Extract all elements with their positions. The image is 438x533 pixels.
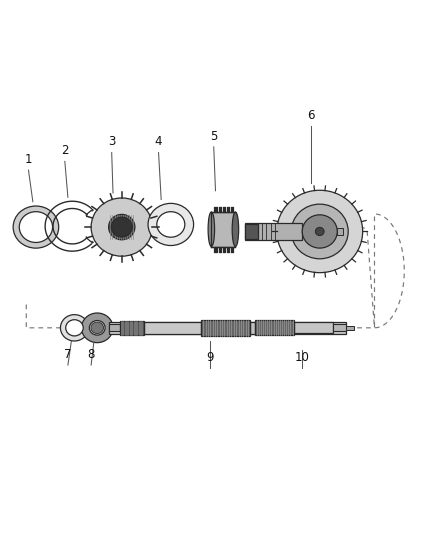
Text: 9: 9 <box>206 351 214 364</box>
Bar <box>294 322 333 333</box>
Ellipse shape <box>89 320 105 335</box>
Bar <box>144 322 201 334</box>
Ellipse shape <box>60 314 88 341</box>
Bar <box>255 320 294 335</box>
FancyBboxPatch shape <box>211 212 236 246</box>
Ellipse shape <box>277 190 363 273</box>
Ellipse shape <box>19 212 53 243</box>
Text: 3: 3 <box>108 135 115 148</box>
Bar <box>109 322 346 334</box>
Bar <box>245 223 302 240</box>
Text: 2: 2 <box>61 144 69 157</box>
Ellipse shape <box>157 212 185 237</box>
Ellipse shape <box>291 204 348 259</box>
Ellipse shape <box>302 215 337 248</box>
Ellipse shape <box>13 206 59 248</box>
Ellipse shape <box>66 320 83 336</box>
Ellipse shape <box>315 227 324 236</box>
Ellipse shape <box>208 212 215 246</box>
Ellipse shape <box>81 313 113 343</box>
Ellipse shape <box>109 214 135 240</box>
Text: 5: 5 <box>210 130 217 142</box>
Bar <box>120 321 144 335</box>
Text: 4: 4 <box>155 135 162 148</box>
Ellipse shape <box>148 204 194 246</box>
Bar <box>346 326 354 329</box>
Bar <box>109 325 120 331</box>
Text: 6: 6 <box>307 109 315 122</box>
Bar <box>250 322 255 334</box>
Bar <box>333 325 346 331</box>
Bar <box>337 228 343 236</box>
Bar <box>245 224 258 239</box>
Ellipse shape <box>91 322 103 334</box>
Bar <box>201 320 250 336</box>
Ellipse shape <box>111 217 132 237</box>
Text: 1: 1 <box>25 153 32 166</box>
Text: 8: 8 <box>88 348 95 361</box>
Text: 7: 7 <box>64 348 72 361</box>
Text: 10: 10 <box>295 351 310 364</box>
Ellipse shape <box>232 212 239 246</box>
Ellipse shape <box>91 198 152 256</box>
